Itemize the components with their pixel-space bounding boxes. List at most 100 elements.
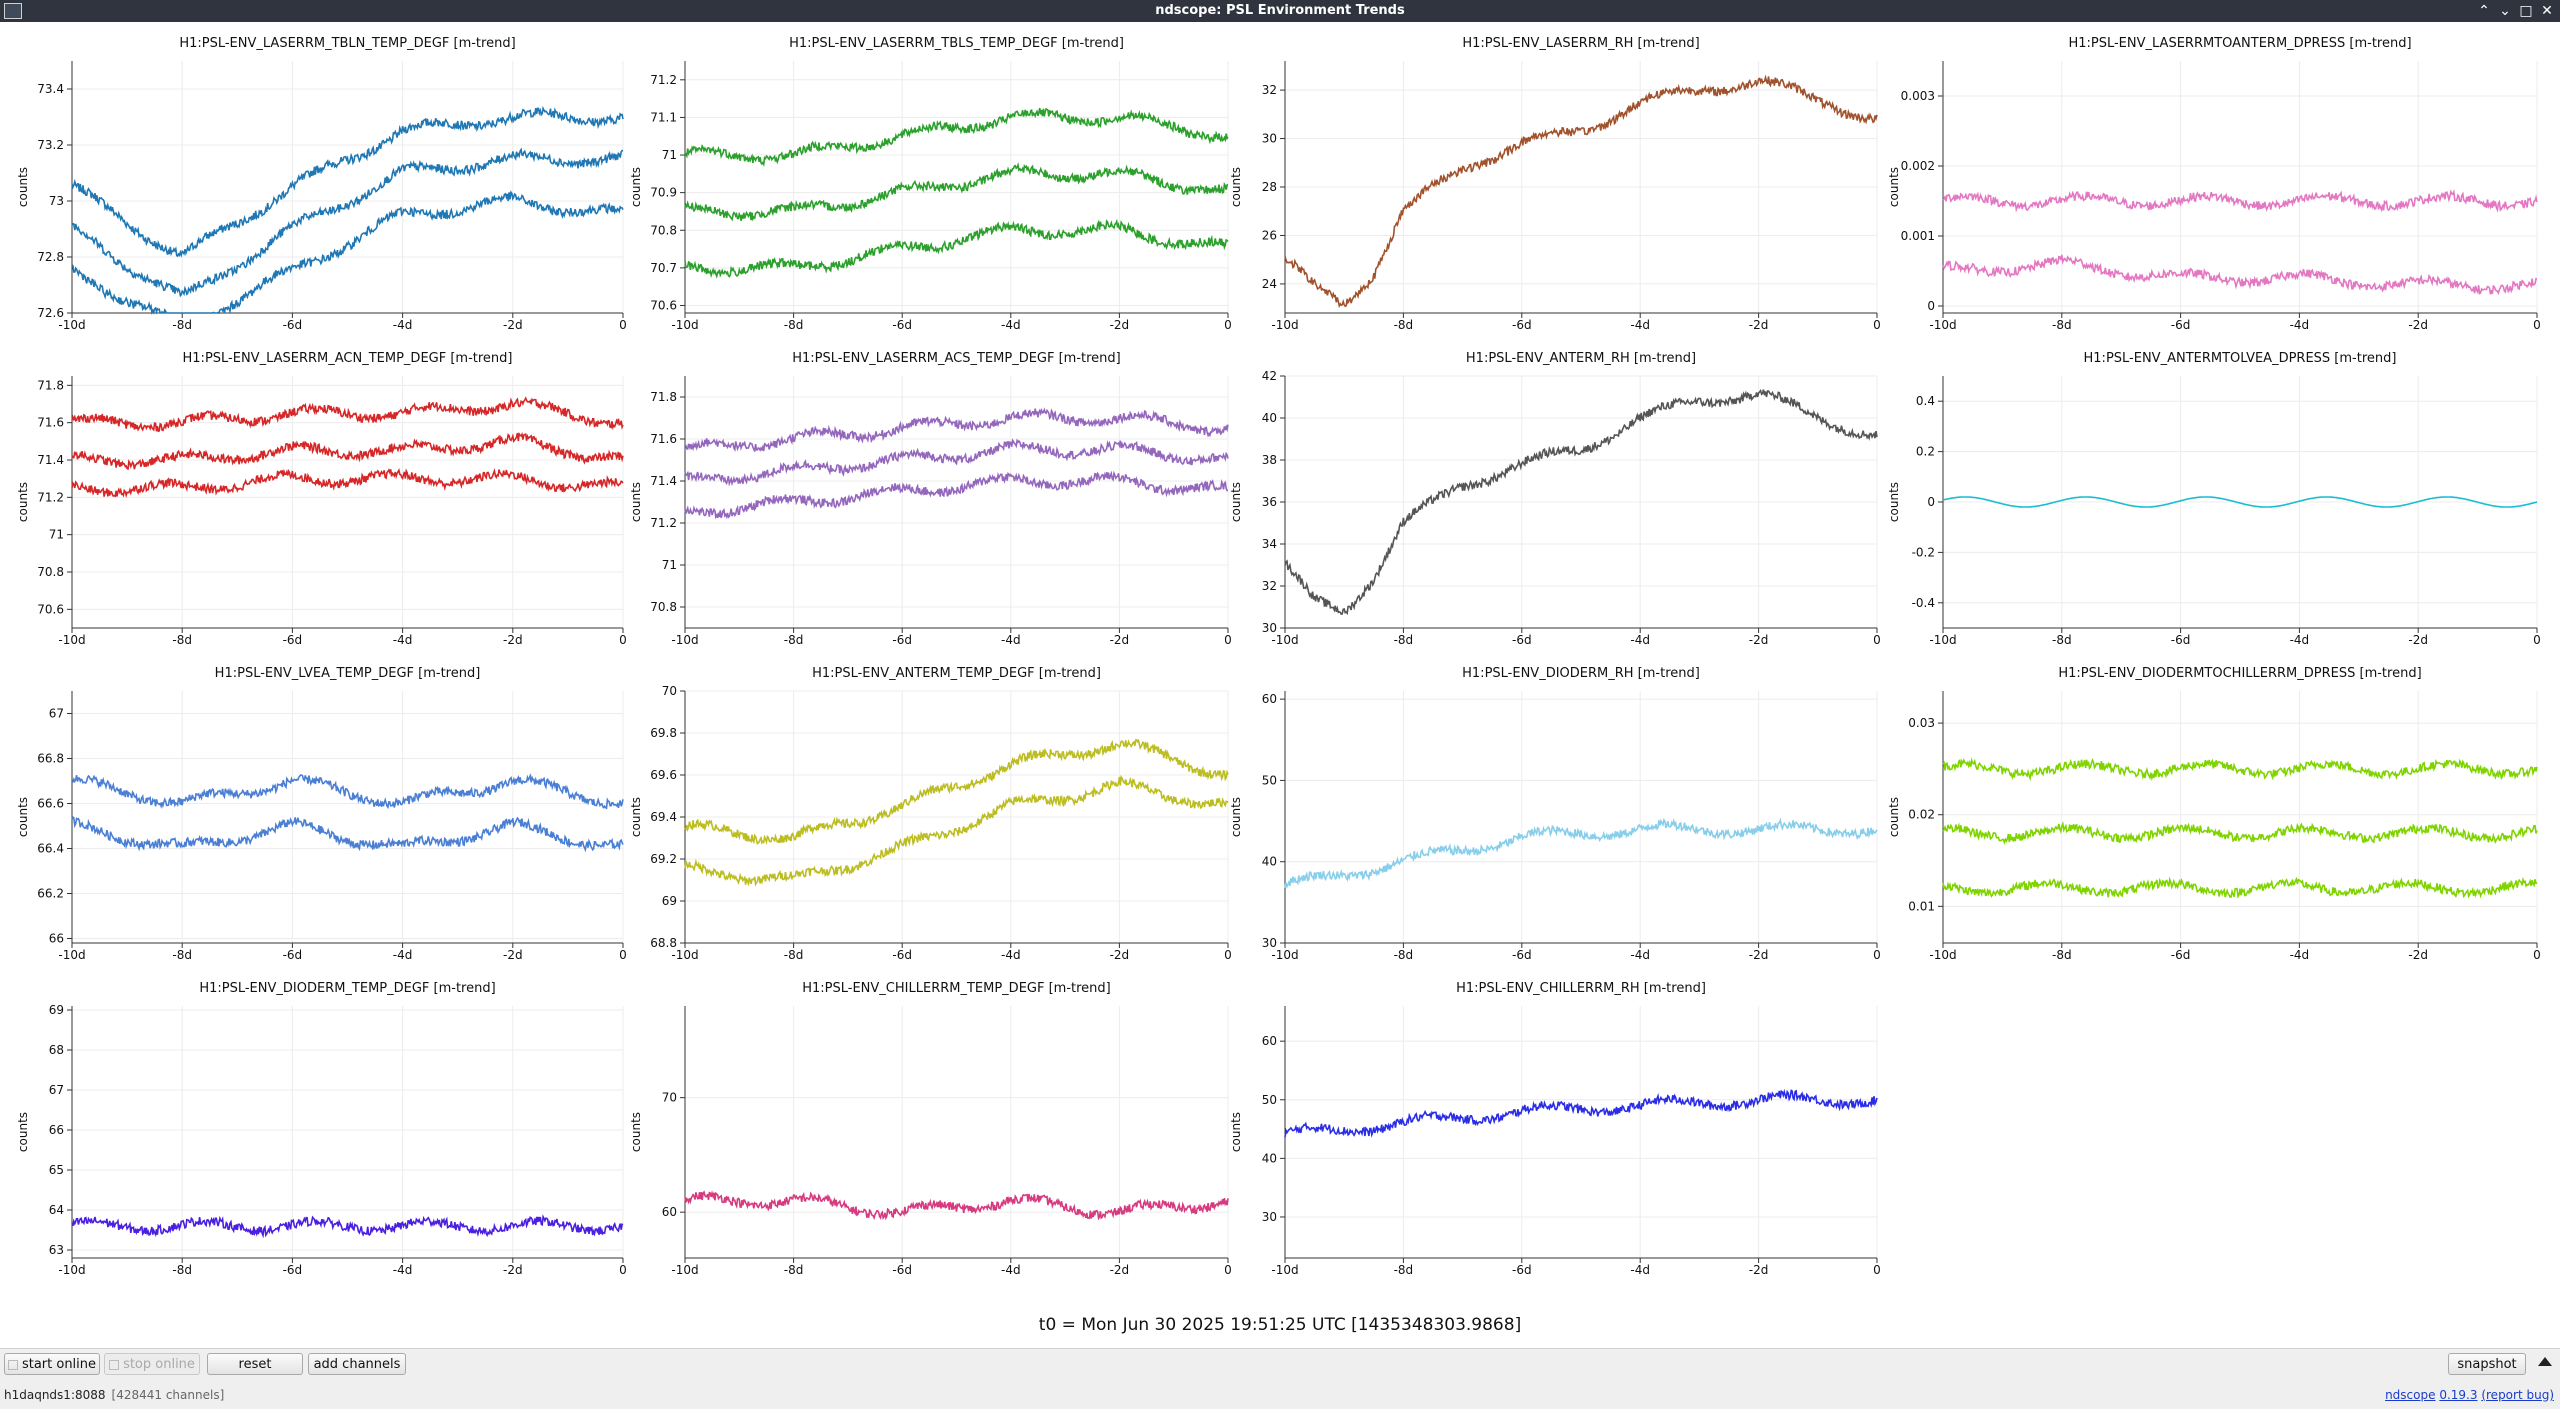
x-tick-label: -6d	[892, 633, 912, 647]
x-tick-label: -8d	[1394, 948, 1414, 962]
plot-10: H1:PSL-ENV_DIODERM_RH [m-trend] -10d -8d -6…	[1229, 666, 1881, 962]
y-tick-label: 30	[1262, 1210, 1277, 1224]
x-tick-label: -6d	[2171, 633, 2191, 647]
x-tick-label: -8d	[1394, 1263, 1414, 1277]
close-icon[interactable]: ✕	[2541, 3, 2553, 19]
x-tick-label: -4d	[1001, 318, 1021, 332]
x-tick-label: -8d	[172, 633, 192, 647]
plot-8: H1:PSL-ENV_LVEA_TEMP_DEGF [m-trend] -10d -…	[16, 666, 627, 962]
x-tick-label: -2d	[1749, 948, 1769, 962]
start-online-button[interactable]: start online	[4, 1353, 100, 1375]
stop-icon	[109, 1359, 120, 1370]
x-tick-label: 0	[1873, 318, 1881, 332]
x-tick-label: -2d	[2408, 948, 2428, 962]
plot-12: H1:PSL-ENV_DIODERM_TEMP_DEGF [m-trend] -1…	[16, 981, 627, 1277]
y-tick-label: 72.6	[37, 306, 64, 320]
y-tick-label: 71.6	[650, 432, 677, 446]
version-link[interactable]: 0.19.3	[2439, 1388, 2478, 1402]
series-line	[1284, 388, 1878, 616]
plot-background	[72, 376, 623, 628]
stop-online-button[interactable]: stop online	[104, 1353, 200, 1375]
x-tick-label: 0	[619, 1263, 627, 1277]
x-tick-label: 0	[1224, 1263, 1232, 1277]
series-line	[1284, 817, 1878, 890]
y-tick-label: 0.03	[1908, 716, 1935, 730]
y-tick-label: 70.7	[650, 261, 677, 275]
y-tick-label: 42	[1262, 369, 1277, 383]
series-line	[1284, 74, 1878, 309]
plot-6: H1:PSL-ENV_ANTERM_RH [m-trend] -10d -8d -6d…	[1229, 351, 1881, 647]
x-tick-label: -6d	[283, 1263, 303, 1277]
y-tick-label: 71.2	[37, 490, 64, 504]
series-line	[1942, 821, 2538, 845]
x-tick-label: -2d	[2408, 633, 2428, 647]
plot-title: H1:PSL-ENV_DIODERM_TEMP_DEGF [m-trend]	[199, 981, 495, 996]
plots-area: H1:PSL-ENV_LASERRM_TBLN_TEMP_DEGF [m-tre…	[0, 24, 2560, 1348]
x-tick-label: -2d	[1110, 318, 1130, 332]
plot-title: H1:PSL-ENV_CHILLERRM_RH [m-trend]	[1456, 981, 1706, 996]
y-tick-label: 70.6	[650, 298, 677, 312]
reset-button[interactable]: reset	[207, 1353, 303, 1375]
report-bug-link[interactable]: (report bug)	[2481, 1388, 2554, 1402]
series-line	[1942, 757, 2538, 782]
plot-4: H1:PSL-ENV_LASERRM_ACN_TEMP_DEGF [m-tren…	[16, 351, 627, 647]
y-tick-label: 66	[49, 932, 64, 946]
y-tick-label: 0	[1927, 299, 1935, 313]
y-tick-label: 36	[1262, 495, 1277, 509]
minimize-icon[interactable]: ⌄	[2499, 3, 2511, 19]
series-line	[1942, 496, 2538, 508]
plot-3: H1:PSL-ENV_LASERRMTOANTERM_DPRESS [m-tre…	[1887, 36, 2541, 332]
x-tick-label: -2d	[1110, 633, 1130, 647]
collapse-arrow-icon[interactable]	[2538, 1357, 2552, 1366]
y-tick-label: 69	[49, 1003, 64, 1017]
snapshot-button[interactable]: snapshot	[2448, 1353, 2526, 1375]
x-tick-label: 0	[1873, 1263, 1881, 1277]
x-tick-label: -8d	[784, 633, 804, 647]
plot-grid[interactable]: H1:PSL-ENV_LASERRM_TBLN_TEMP_DEGF [m-tre…	[0, 24, 2560, 1314]
plot-background	[685, 1006, 1228, 1258]
x-tick-label: -4d	[2290, 318, 2310, 332]
keep-above-icon[interactable]: ⌃	[2478, 3, 2490, 19]
series-line	[684, 407, 1229, 452]
y-tick-label: 38	[1262, 453, 1277, 467]
plot-title: H1:PSL-ENV_LASERRM_TBLS_TEMP_DEGF [m-tre…	[789, 36, 1124, 51]
y-axis-label: counts	[16, 797, 30, 837]
x-tick-label: -8d	[1394, 633, 1414, 647]
x-tick-label: -2d	[2408, 318, 2428, 332]
app-link[interactable]: ndscope	[2385, 1388, 2436, 1402]
x-tick-label: -10d	[58, 948, 85, 962]
x-tick-label: 0	[619, 318, 627, 332]
series-line	[684, 107, 1229, 167]
y-tick-label: 71.2	[650, 516, 677, 530]
y-tick-label: 71.8	[650, 390, 677, 404]
y-tick-label: 50	[1262, 1093, 1277, 1107]
plot-background	[1943, 61, 2537, 313]
y-tick-label: 50	[1262, 773, 1277, 787]
x-tick-label: -4d	[1001, 1263, 1021, 1277]
y-axis-label: counts	[16, 1112, 30, 1152]
plot-background	[1285, 1006, 1877, 1258]
y-axis-label: counts	[1229, 1112, 1243, 1152]
plot-title: H1:PSL-ENV_DIODERMTOCHILLERRM_DPRESS [m-…	[2058, 666, 2421, 681]
y-tick-label: 70	[662, 684, 677, 698]
plot-title: H1:PSL-ENV_LASERRM_TBLN_TEMP_DEGF [m-tre…	[179, 36, 515, 51]
y-tick-label: 69	[662, 894, 677, 908]
window-title: ndscope: PSL Environment Trends	[1155, 3, 1405, 18]
add-channels-button[interactable]: add channels	[308, 1353, 406, 1375]
y-tick-label: 60	[1262, 692, 1277, 706]
series-line	[71, 772, 624, 810]
y-tick-label: 34	[1262, 537, 1277, 551]
x-tick-label: -10d	[1271, 633, 1298, 647]
y-tick-label: 71.8	[37, 378, 64, 392]
plot-background	[1943, 691, 2537, 943]
series-line	[684, 438, 1229, 487]
y-tick-label: 30	[1262, 936, 1277, 950]
maximize-icon[interactable]: □	[2519, 3, 2533, 19]
x-tick-label: -8d	[172, 948, 192, 962]
y-tick-label: 71.4	[37, 453, 64, 467]
y-axis-label: counts	[629, 797, 643, 837]
app-icon	[4, 3, 22, 19]
x-tick-label: -4d	[1001, 633, 1021, 647]
x-tick-label: -10d	[671, 318, 698, 332]
plot-9: H1:PSL-ENV_ANTERM_TEMP_DEGF [m-trend] -10…	[629, 666, 1232, 962]
